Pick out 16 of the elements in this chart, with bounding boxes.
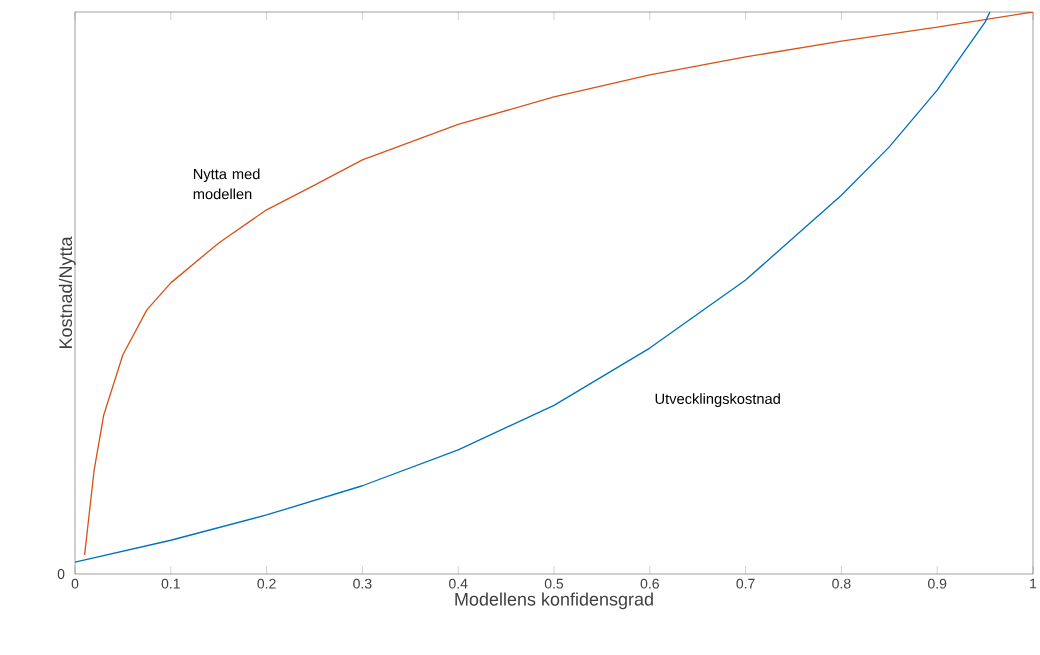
series-label: Nytta med modellen [193,168,260,200]
x-tick-label: 0.5 [544,578,564,589]
x-axis-title: Modellens konfidensgrad [455,592,653,610]
x-tick-label: 0 [71,578,79,589]
x-tick-label: 0.9 [928,578,947,589]
x-tick-label: 0.1 [161,578,180,589]
x-tick-label: 1 [1030,578,1037,589]
y-axis-title: Kostnad/Nytta [58,236,76,349]
x-tick-label: 0.6 [640,578,659,589]
text: 0 [57,569,65,579]
x-tick-label: 0.4 [449,578,468,589]
x-tick-label: 0.8 [832,578,851,589]
x-tick-label: 0.3 [353,578,372,589]
text: Utvecklingskostnad [655,393,780,407]
x-tick-label: 0.2 [257,578,276,589]
x-tick-label: 0.7 [736,578,755,589]
